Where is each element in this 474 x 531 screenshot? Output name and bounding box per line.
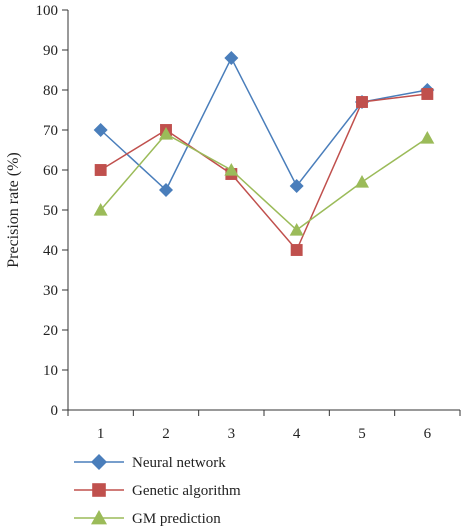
data-point xyxy=(224,51,239,65)
x-axis-ticks: 1 2 3 4 5 6 xyxy=(67,410,461,442)
x-tick-label: 4 xyxy=(293,426,301,442)
legend-label: Genetic algorithm xyxy=(132,483,241,499)
x-tick-label: 1 xyxy=(97,426,105,442)
axes xyxy=(67,10,460,411)
data-point xyxy=(224,163,239,176)
y-tick-label: 20 xyxy=(43,323,58,339)
series-line xyxy=(100,133,428,231)
legend-item: Genetic algorithm xyxy=(74,483,241,499)
y-tick-label: 10 xyxy=(43,363,58,379)
y-tick-label: 30 xyxy=(43,283,58,299)
legend-item: Neural network xyxy=(74,454,226,471)
data-point xyxy=(159,127,173,140)
data-point xyxy=(289,223,304,236)
data-point xyxy=(93,123,108,137)
y-tick-label: 50 xyxy=(43,203,58,219)
y-tick-label: 60 xyxy=(43,163,58,179)
x-tick-label: 5 xyxy=(358,426,366,442)
y-axis-title: Precision rate (%) xyxy=(5,152,22,268)
legend-marker xyxy=(91,454,107,470)
y-tick-label: 70 xyxy=(43,123,58,139)
legend-marker xyxy=(92,483,106,497)
y-tick-label: 0 xyxy=(51,403,59,419)
series-line xyxy=(100,93,428,252)
y-tick-label: 90 xyxy=(43,43,58,59)
legend-label: Neural network xyxy=(132,455,226,471)
legend-item: GM prediction xyxy=(74,510,221,527)
series-2 xyxy=(93,127,435,236)
series-0 xyxy=(93,51,435,197)
legend: Neural network Genetic algorithm GM predic… xyxy=(74,454,241,527)
data-point xyxy=(356,96,368,108)
x-tick-label: 2 xyxy=(162,426,170,442)
data-point xyxy=(290,244,303,256)
y-tick-label: 80 xyxy=(43,83,58,99)
data-point xyxy=(289,179,304,193)
data-point xyxy=(421,88,434,100)
data-point xyxy=(420,131,435,144)
data-point xyxy=(93,203,108,216)
y-tick-label: 40 xyxy=(43,243,58,259)
data-point xyxy=(355,175,369,188)
x-tick-label: 3 xyxy=(228,426,236,442)
x-tick-label: 6 xyxy=(424,426,432,442)
series-group xyxy=(93,51,435,256)
y-axis-ticks: 0 10 20 30 40 50 60 70 80 90 100 xyxy=(36,3,68,419)
legend-marker xyxy=(91,510,107,525)
data-point xyxy=(159,183,173,197)
data-point xyxy=(94,164,107,176)
legend-label: GM prediction xyxy=(132,511,221,527)
y-tick-label: 100 xyxy=(36,3,59,19)
